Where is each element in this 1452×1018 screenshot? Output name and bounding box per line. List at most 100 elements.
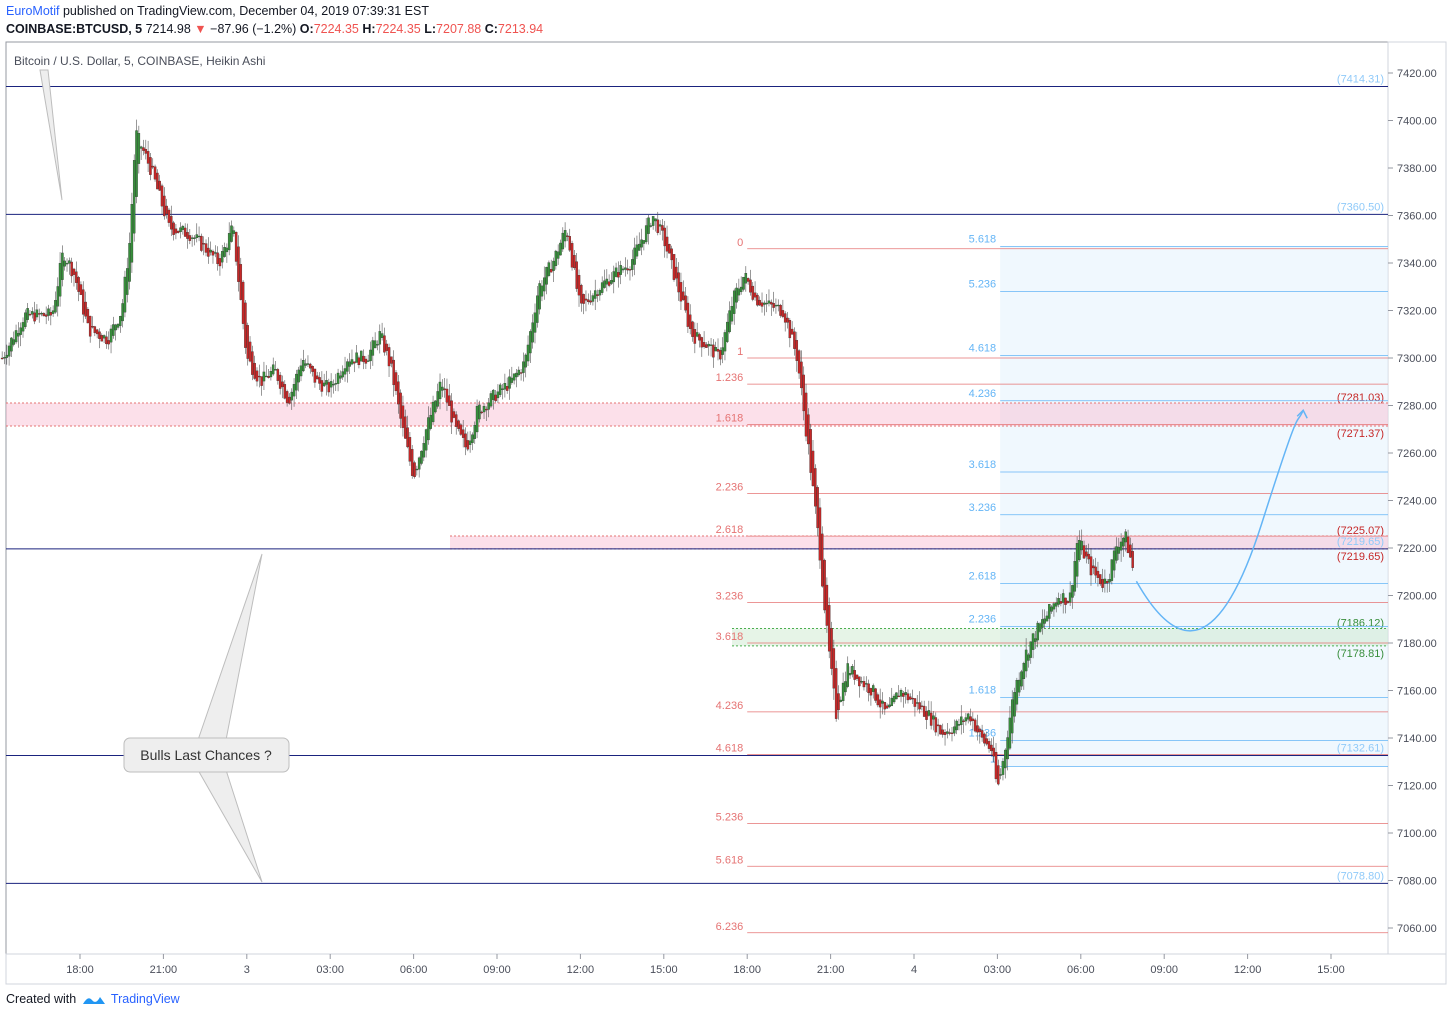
- candle-body: [413, 462, 416, 478]
- candle-body: [950, 732, 954, 734]
- candle-body: [149, 157, 152, 175]
- candle-body: [936, 724, 940, 727]
- candle-body: [283, 384, 287, 399]
- candle-body: [647, 217, 650, 234]
- candle-body: [795, 340, 799, 361]
- candle-body: [693, 329, 697, 344]
- candle-body: [589, 300, 592, 303]
- candle-body: [1027, 654, 1030, 661]
- candle-body: [925, 711, 928, 720]
- candle-body: [153, 166, 157, 180]
- candle-body: [640, 239, 643, 248]
- candle-body: [70, 261, 73, 277]
- candle-body: [14, 330, 18, 343]
- symbol-label: COINBASE:BTCUSD, 5: [6, 22, 143, 36]
- candle-body: [271, 364, 275, 375]
- candle-body: [969, 716, 972, 722]
- candle-body: [800, 361, 803, 389]
- candle-body: [920, 705, 924, 707]
- candle-body: [934, 717, 938, 733]
- open-label: O:: [299, 22, 314, 36]
- candle-body: [1059, 601, 1063, 604]
- candle-body: [1124, 531, 1127, 543]
- low-label: L:: [424, 22, 437, 36]
- candle-body: [524, 354, 527, 368]
- candle-body: [966, 713, 970, 720]
- candle-body: [42, 313, 46, 317]
- candle-body: [329, 381, 333, 388]
- candle-body: [510, 377, 514, 383]
- candle-body: [851, 666, 854, 675]
- candle-body: [737, 288, 741, 296]
- publish-info: published on TradingView.com, December 0…: [62, 4, 429, 18]
- candle-body: [353, 361, 356, 364]
- candle-body: [753, 292, 757, 298]
- candle-body: [922, 705, 926, 717]
- fib-blue-ratio-label: 2.236: [969, 613, 997, 625]
- candle-body: [401, 405, 405, 428]
- candle-body: [142, 147, 145, 151]
- candle-body: [839, 699, 843, 702]
- candle-body: [543, 277, 546, 292]
- fib-red-ratio-label: 4.236: [716, 700, 744, 712]
- candle-body: [758, 299, 761, 306]
- candle-body: [749, 279, 752, 293]
- fib-blue-ratio-label: 2.618: [969, 571, 997, 583]
- candle-body: [684, 295, 687, 311]
- candle-body: [895, 692, 898, 700]
- candle-body: [443, 388, 446, 390]
- candle-body: [28, 313, 32, 316]
- candle-body: [790, 328, 794, 335]
- candle-body: [313, 368, 317, 383]
- zone-band: [450, 535, 1388, 549]
- candle-body: [971, 718, 975, 722]
- candle-body: [1013, 692, 1016, 717]
- x-tick-label: 18:00: [66, 964, 94, 976]
- candle-body: [688, 314, 692, 329]
- candle-body: [49, 312, 53, 316]
- candle-body: [536, 295, 539, 323]
- candle-body: [478, 404, 481, 420]
- candle-body: [804, 392, 808, 437]
- candle-body: [130, 204, 134, 263]
- candle-body: [651, 216, 655, 226]
- candle-body: [656, 219, 660, 233]
- candle-body: [255, 370, 259, 382]
- candle-body: [31, 311, 34, 315]
- x-tick-label: 4: [911, 964, 917, 976]
- candle-body: [825, 584, 829, 626]
- candle-body: [1099, 574, 1102, 585]
- y-tick-label: 7320.00: [1397, 306, 1437, 318]
- candle-body: [174, 228, 178, 234]
- candle-body: [997, 765, 1000, 785]
- candle-body: [1017, 679, 1021, 693]
- tradingview-link[interactable]: TradingView: [110, 992, 180, 1006]
- candle-body: [779, 304, 782, 316]
- candle-body: [763, 302, 766, 305]
- candle-body: [999, 774, 1002, 776]
- candle-body: [44, 314, 48, 317]
- y-tick-label: 7080.00: [1397, 876, 1437, 888]
- candle-body: [654, 218, 657, 222]
- candle-body: [102, 335, 106, 339]
- candle-body: [315, 375, 319, 380]
- candle-body: [431, 401, 435, 423]
- candle-body: [459, 424, 463, 435]
- candle-body: [642, 240, 646, 244]
- candle-body: [1029, 641, 1033, 658]
- candle-body: [37, 313, 41, 315]
- candle-body: [899, 689, 903, 697]
- candle-body: [364, 358, 368, 364]
- candle-body: [1096, 570, 1100, 578]
- candle-body: [549, 269, 553, 273]
- candle-body: [881, 700, 884, 704]
- candle-body: [332, 383, 335, 386]
- candle-body: [1092, 565, 1095, 569]
- candle-body: [1048, 604, 1051, 619]
- x-tick-label: 18:00: [733, 964, 761, 976]
- candle-body: [626, 268, 629, 271]
- candle-body: [239, 264, 243, 300]
- candle-body: [515, 372, 518, 378]
- author-link[interactable]: EuroMotif: [6, 4, 60, 18]
